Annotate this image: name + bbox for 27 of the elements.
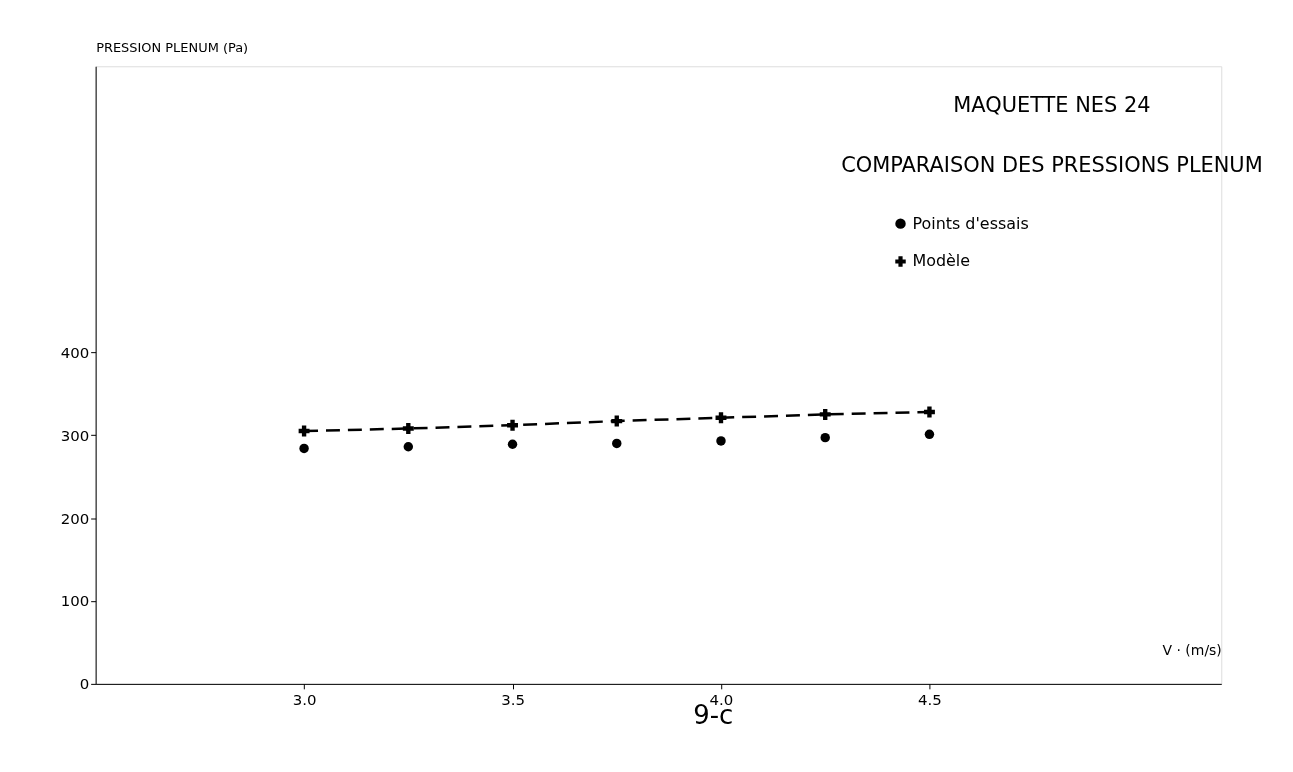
point (924, 429, 935, 440)
point (820, 432, 830, 443)
y-tick-label: 0 (79, 675, 90, 694)
point (403, 442, 414, 452)
text: COMPARAISON DES PRESSIONS PLENUM (841, 152, 1263, 177)
point (611, 415, 623, 427)
point (923, 406, 935, 418)
x-tick-label: 4.0 (709, 691, 734, 710)
y-tick-label: 300 (60, 426, 90, 445)
legend-label: Modèle (912, 251, 971, 271)
y-tick-label: 400 (60, 343, 90, 362)
point (507, 419, 518, 431)
point (819, 408, 831, 420)
y-axis-title: PRESSION PLENUM (Pa) (96, 39, 249, 55)
text: MAQUETTE NES 24 (953, 93, 1151, 118)
x-tick-label: 3.5 (501, 691, 525, 710)
point (716, 436, 726, 446)
x-tick-label: 4.5 (918, 691, 942, 710)
x-tick-label: 3.0 (292, 691, 317, 710)
point (507, 439, 518, 449)
y-tick-label: 100 (60, 592, 90, 611)
point (402, 423, 414, 434)
point (612, 438, 622, 449)
x-axis-title: V · (m/s) (1162, 642, 1222, 659)
y-tick-label: 200 (60, 509, 90, 528)
legend-label: Points d'essais (912, 213, 1029, 233)
point (299, 443, 309, 454)
